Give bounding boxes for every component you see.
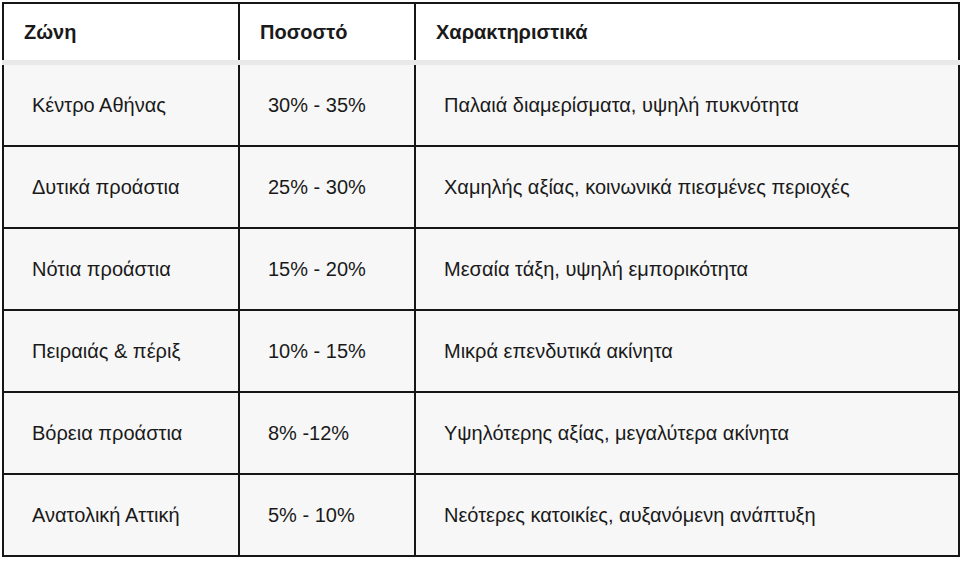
- column-header-zone: Ζώνη: [3, 3, 239, 63]
- table-row: Πειραιάς & πέριξ 10% - 15% Μικρά επενδυτ…: [3, 310, 959, 392]
- column-header-percent: Ποσοστό: [239, 3, 415, 63]
- column-header-characteristics: Χαρακτηριστικά: [415, 3, 959, 63]
- zone-cell: Ανατολική Αττική: [3, 474, 239, 556]
- zone-cell: Βόρεια προάστια: [3, 392, 239, 474]
- page: Ζώνη Ποσοστό Χαρακτηριστικά Κέντρο Αθήνα…: [0, 0, 960, 557]
- percent-cell: 25% - 30%: [239, 146, 415, 228]
- percent-cell: 8% -12%: [239, 392, 415, 474]
- characteristics-cell: Νεότερες κατοικίες, αυξανόμενη ανάπτυξη: [415, 474, 959, 556]
- percent-cell: 30% - 35%: [239, 63, 415, 147]
- zone-cell: Νότια προάστια: [3, 228, 239, 310]
- table-row: Βόρεια προάστια 8% -12% Υψηλότερης αξίας…: [3, 392, 959, 474]
- zone-cell: Κέντρο Αθήνας: [3, 63, 239, 147]
- characteristics-cell: Παλαιά διαμερίσματα, υψηλή πυκνότητα: [415, 63, 959, 147]
- table-row: Νότια προάστια 15% - 20% Μεσαία τάξη, υψ…: [3, 228, 959, 310]
- characteristics-cell: Μεσαία τάξη, υψηλή εμπορικότητα: [415, 228, 959, 310]
- characteristics-cell: Υψηλότερης αξίας, μεγαλύτερα ακίνητα: [415, 392, 959, 474]
- characteristics-cell: Χαμηλής αξίας, κοινωνικά πιεσμένες περιο…: [415, 146, 959, 228]
- zone-cell: Δυτικά προάστια: [3, 146, 239, 228]
- header-row: Ζώνη Ποσοστό Χαρακτηριστικά: [3, 3, 959, 63]
- zone-cell: Πειραιάς & πέριξ: [3, 310, 239, 392]
- percent-cell: 5% - 10%: [239, 474, 415, 556]
- table-row: Κέντρο Αθήνας 30% - 35% Παλαιά διαμερίσμ…: [3, 63, 959, 147]
- characteristics-cell: Μικρά επενδυτικά ακίνητα: [415, 310, 959, 392]
- table-row: Δυτικά προάστια 25% - 30% Χαμηλής αξίας,…: [3, 146, 959, 228]
- percent-cell: 10% - 15%: [239, 310, 415, 392]
- percent-cell: 15% - 20%: [239, 228, 415, 310]
- table-row: Ανατολική Αττική 5% - 10% Νεότερες κατοι…: [3, 474, 959, 556]
- zones-table: Ζώνη Ποσοστό Χαρακτηριστικά Κέντρο Αθήνα…: [2, 2, 960, 557]
